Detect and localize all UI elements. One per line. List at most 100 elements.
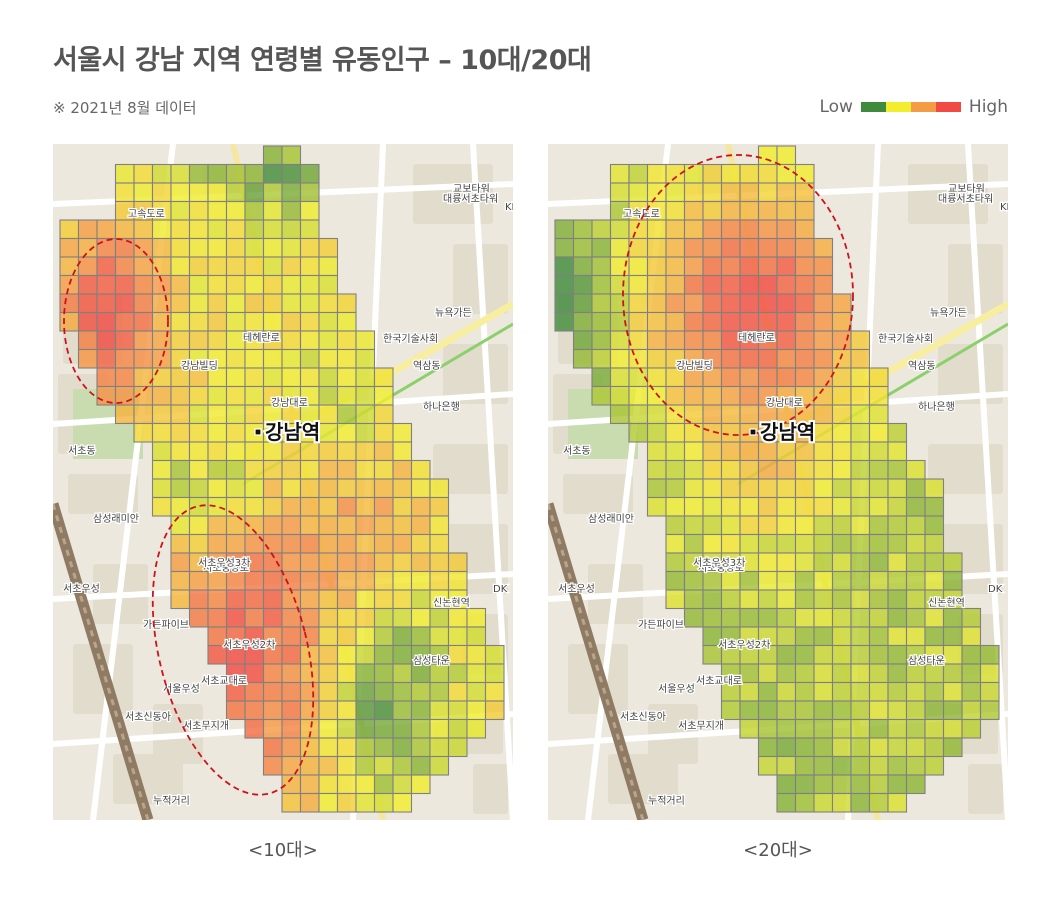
teens-heat-cell bbox=[410, 533, 431, 554]
twenties-heat-cell bbox=[739, 570, 760, 591]
teens-heat-cell bbox=[355, 607, 376, 628]
teens-heat-cell bbox=[225, 274, 246, 295]
teens-heat-cell bbox=[133, 274, 154, 295]
twenties-heat-cell bbox=[757, 256, 778, 277]
map-panel-twenties[interactable]: 고속도로 뉴욕가든 테헤란로 강남빌딩 서초동 역삼동 강남대로 삼성래미안 서초중앙로 서초우성… bbox=[548, 144, 1008, 820]
twenties-heat-cell bbox=[868, 755, 889, 776]
twenties-heat-cell bbox=[609, 219, 630, 240]
heat-grid bbox=[59, 145, 505, 813]
teens-heat-cell bbox=[392, 422, 413, 443]
road bbox=[470, 144, 513, 820]
teens-heat-cell bbox=[373, 626, 394, 647]
twenties-heat-cell bbox=[813, 367, 834, 388]
station-marker[interactable]: 강남역 bbox=[749, 418, 817, 446]
teens-heat-cell bbox=[299, 441, 320, 462]
teens-heat-cell bbox=[336, 737, 357, 758]
teens-heat-cell bbox=[373, 404, 394, 425]
map-place-label: 가든파이브 bbox=[638, 619, 684, 631]
twenties-heat-cell bbox=[720, 478, 741, 499]
teens-heat-cell bbox=[114, 330, 135, 351]
map-place-label: 역삼동 bbox=[413, 360, 441, 372]
teens-heat-cell bbox=[170, 515, 191, 536]
teens-heat-cell bbox=[170, 422, 191, 443]
twenties-heat-cell bbox=[794, 607, 815, 628]
twenties-heat-cell bbox=[665, 200, 686, 221]
twenties-heat-cell bbox=[572, 274, 593, 295]
map-place-label: 신논현역 bbox=[433, 597, 470, 609]
teens-heat-cell bbox=[429, 737, 450, 758]
twenties-heat-cell bbox=[665, 330, 686, 351]
teens-heat-cell bbox=[244, 718, 265, 739]
teens-heat-cell bbox=[133, 219, 154, 240]
twenties-heat-cell bbox=[868, 589, 889, 610]
teens-heat-cell bbox=[151, 441, 172, 462]
teens-heat-cell bbox=[262, 570, 283, 591]
teens-heat-cell bbox=[244, 182, 265, 203]
teens-heat-cell bbox=[114, 367, 135, 388]
map-place-label: 대륭서초타워 bbox=[938, 192, 993, 205]
teens-heat-cell bbox=[392, 515, 413, 536]
station-label: 강남역 bbox=[265, 420, 320, 444]
color-legend: Low High bbox=[819, 96, 1008, 118]
twenties-heat-cell bbox=[942, 626, 963, 647]
twenties-heat-cell bbox=[776, 274, 797, 295]
teens-heat-cell bbox=[355, 700, 376, 721]
teens-heat-cell bbox=[281, 515, 302, 536]
twenties-heat-cell bbox=[905, 589, 926, 610]
teens-heat-cell bbox=[281, 570, 302, 591]
teens-heat-cell bbox=[299, 515, 320, 536]
twenties-heat-cell bbox=[887, 422, 908, 443]
teens-heat-cell bbox=[281, 552, 302, 573]
twenties-heat-cell bbox=[591, 348, 612, 369]
teens-heat-cell bbox=[281, 700, 302, 721]
twenties-heat-cell bbox=[646, 219, 667, 240]
map-place-label: 서초동 bbox=[563, 445, 591, 457]
twenties-heat-cell bbox=[813, 644, 834, 665]
twenties-heat-cell bbox=[887, 459, 908, 480]
twenties-heat-cell bbox=[683, 478, 704, 499]
teens-heat-cell bbox=[355, 644, 376, 665]
twenties-heat-cell bbox=[628, 219, 649, 240]
twenties-heat-cell bbox=[572, 237, 593, 258]
teens-heat-cell bbox=[410, 718, 431, 739]
station-marker[interactable]: 강남역 bbox=[254, 418, 322, 446]
twenties-heat-cell bbox=[776, 718, 797, 739]
twenties-heat-cell bbox=[850, 552, 871, 573]
teens-heat-cell bbox=[447, 570, 468, 591]
teens-heat-cell bbox=[114, 219, 135, 240]
teens-heat-cell bbox=[355, 737, 376, 758]
teens-heat-cell bbox=[484, 700, 505, 721]
teens-heat-cell bbox=[188, 496, 209, 517]
map-place-label: 삼성래미안 bbox=[588, 513, 634, 525]
teens-heat-cell bbox=[410, 459, 431, 480]
teens-heat-cell bbox=[96, 367, 117, 388]
map-panel-teens[interactable]: 고속도로 뉴욕가든 테헤란로 강남빌딩 서초동 역삼동 강남대로 삼성래미안 서초중앙로 서초우성… bbox=[53, 144, 513, 820]
twenties-heat-cell bbox=[572, 219, 593, 240]
railway bbox=[548, 502, 649, 820]
teens-heat-cell bbox=[133, 237, 154, 258]
twenties-heat-cell bbox=[794, 644, 815, 665]
teens-heat-cell bbox=[96, 311, 117, 332]
twenties-heat-cell bbox=[942, 737, 963, 758]
map-place-label: 뉴욕가든 bbox=[930, 307, 967, 319]
twenties-heat-cell bbox=[665, 570, 686, 591]
hotspot-ellipse bbox=[622, 154, 854, 436]
teens-heat-cell bbox=[151, 496, 172, 517]
twenties-heat-cell bbox=[942, 700, 963, 721]
teens-heat-cell bbox=[262, 182, 283, 203]
teens-heat-cell bbox=[244, 589, 265, 610]
twenties-heat-cell bbox=[794, 478, 815, 499]
teens-heat-cell bbox=[410, 607, 431, 628]
teens-heat-cell bbox=[170, 385, 191, 406]
twenties-heat-cell bbox=[739, 404, 760, 425]
twenties-heat-cell bbox=[868, 700, 889, 721]
twenties-heat-cell bbox=[942, 607, 963, 628]
teens-heat-cell bbox=[429, 570, 450, 591]
twenties-heat-cell bbox=[868, 367, 889, 388]
teens-heat-cell bbox=[466, 718, 487, 739]
teens-heat-cell bbox=[318, 663, 339, 684]
twenties-heat-cell bbox=[831, 681, 852, 702]
teens-heat-cell bbox=[262, 145, 283, 166]
twenties-heat-cell bbox=[702, 533, 723, 554]
